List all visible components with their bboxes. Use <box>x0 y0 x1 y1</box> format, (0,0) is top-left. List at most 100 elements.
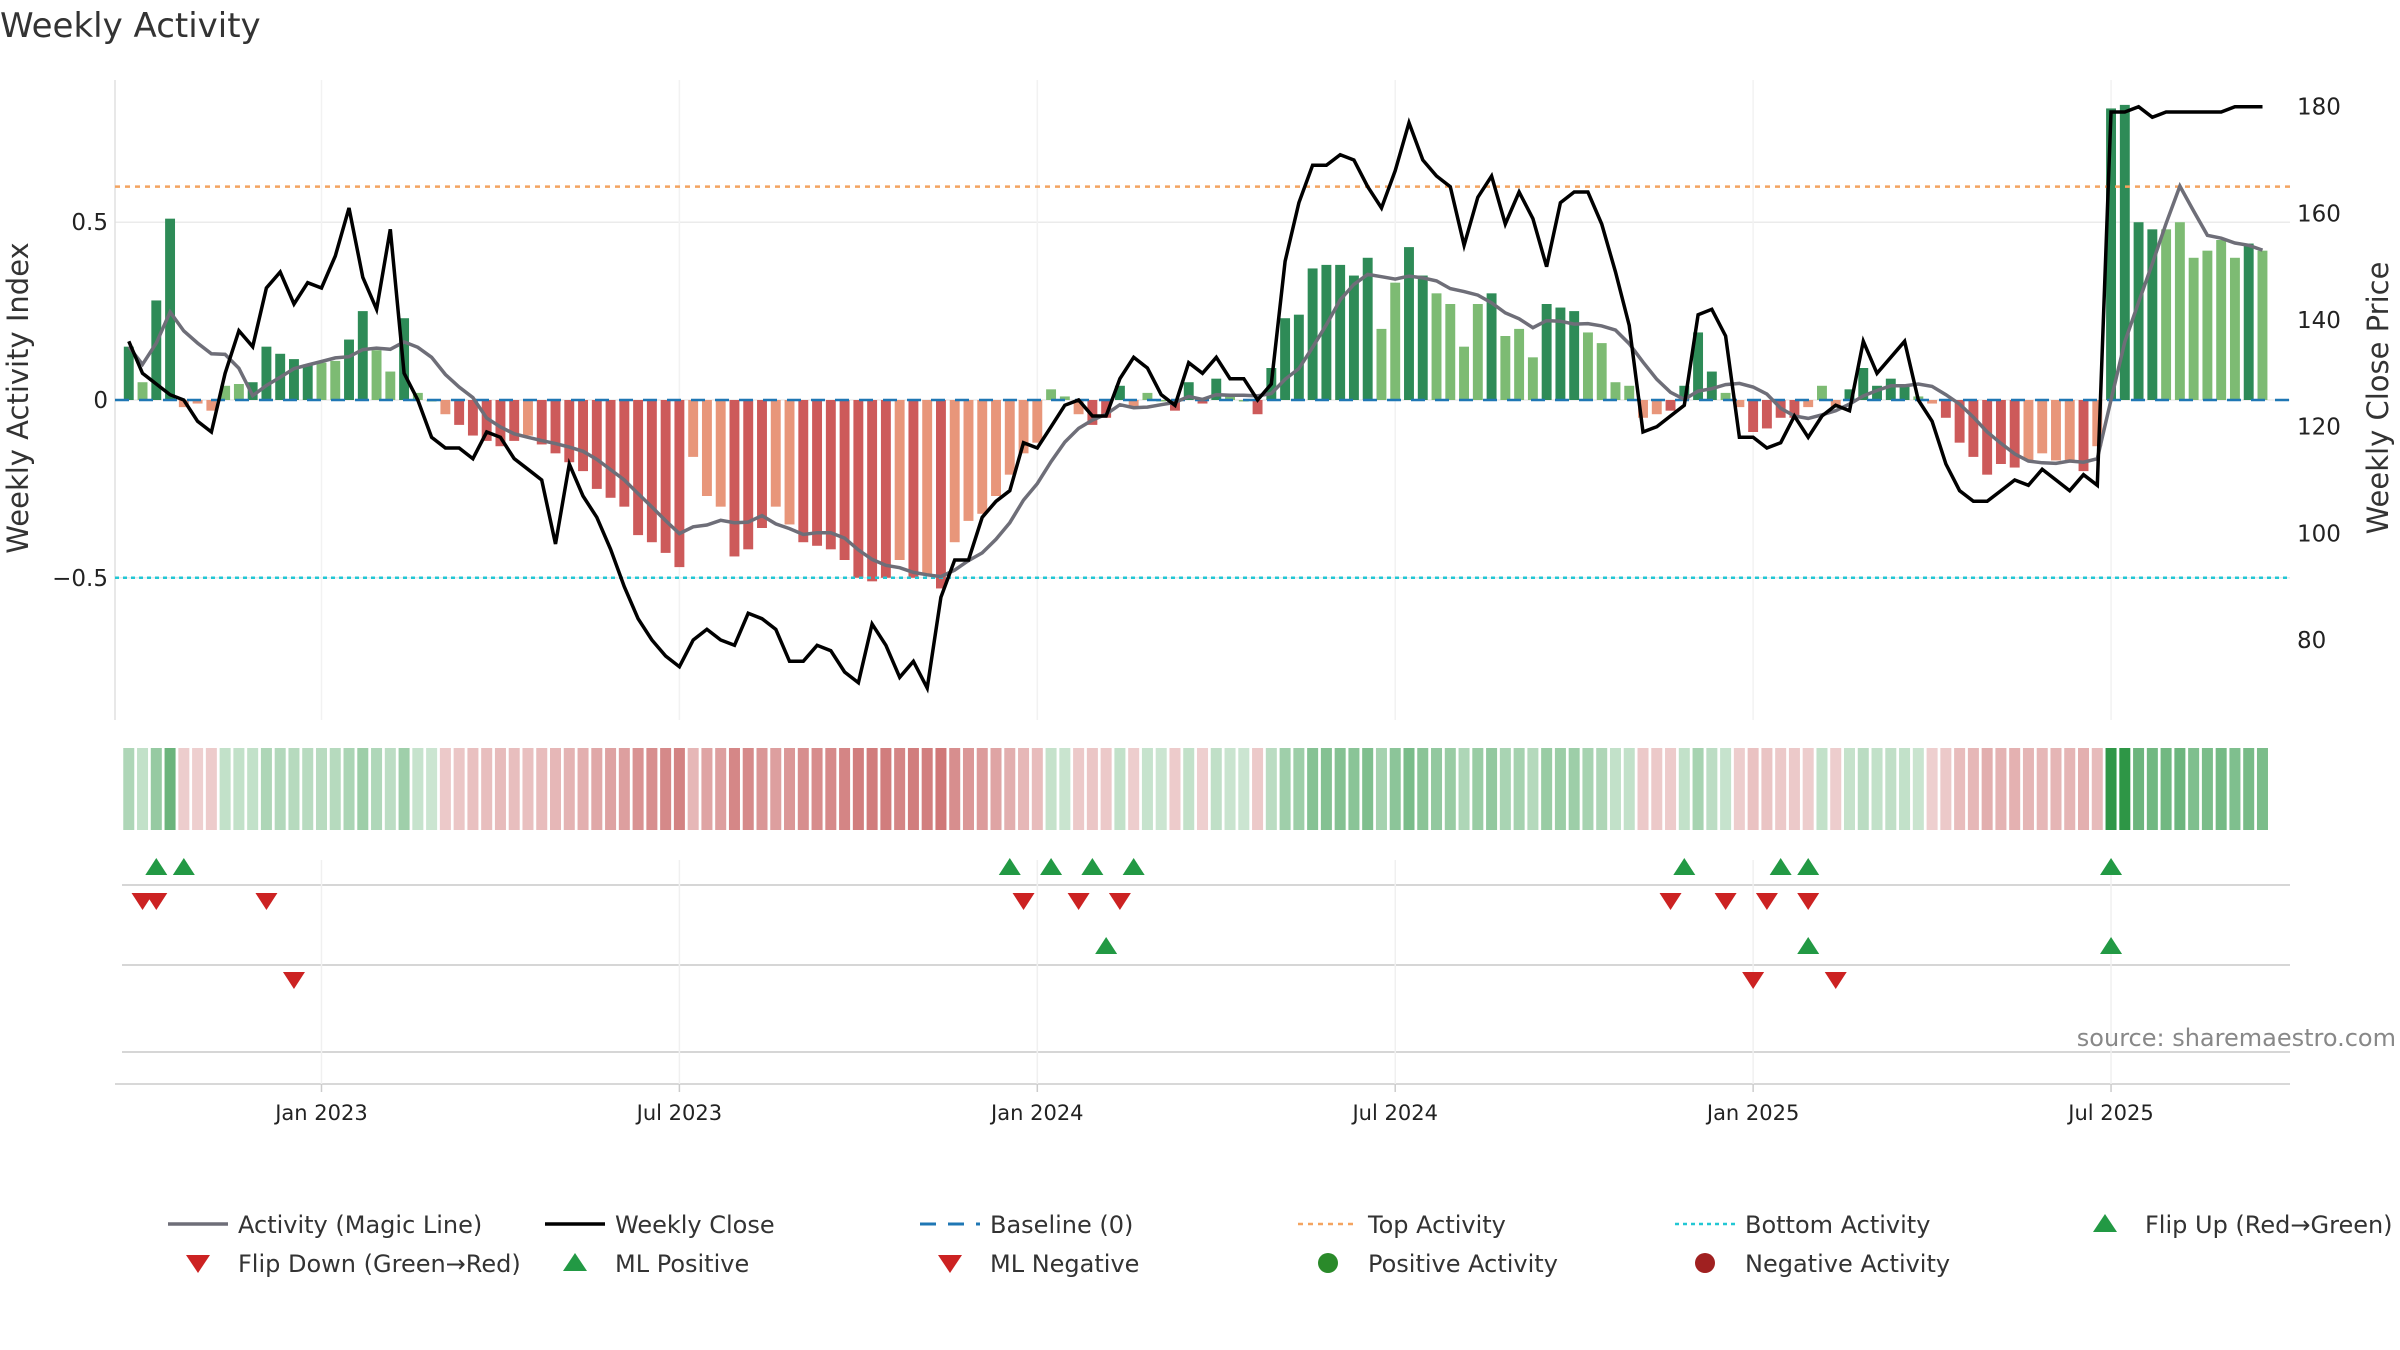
activity-bar <box>1803 400 1814 408</box>
y-left-tick-label: 0 <box>93 388 108 414</box>
activity-bar <box>1968 400 1979 457</box>
heat-strip-cell <box>1857 748 1869 830</box>
x-tick-label: Jan 2023 <box>273 1101 368 1125</box>
activity-bar <box>233 384 244 400</box>
heat-strip-cell <box>1073 748 1085 830</box>
heat-strip-cell <box>701 748 713 830</box>
heat-strip-cell <box>894 748 906 830</box>
activity-bar <box>1885 378 1896 400</box>
heat-strip-cell <box>660 748 672 830</box>
heat-strip-cell <box>976 748 988 830</box>
heat-strip-cell <box>1431 748 1443 830</box>
legend-label: Activity (Magic Line) <box>238 1211 482 1239</box>
heat-strip-cell <box>247 748 259 830</box>
activity-bar <box>151 300 162 400</box>
activity-bar <box>578 400 588 472</box>
heat-strip-cell <box>219 748 231 830</box>
heat-strip-cell <box>1885 748 1897 830</box>
activity-bar <box>977 400 988 514</box>
heat-strip-cell <box>2243 748 2255 830</box>
flip-down-marker <box>1714 893 1737 910</box>
activity-bar <box>1927 400 1938 404</box>
chart-title: Weekly Activity <box>0 6 261 46</box>
activity-bar <box>894 400 905 560</box>
heat-strip-cell <box>784 748 796 830</box>
heat-strip-cell <box>797 748 809 830</box>
activity-bar <box>1624 385 1635 400</box>
activity-bar <box>1445 304 1456 400</box>
activity-bar <box>2092 400 2103 447</box>
activity-bar <box>1156 400 1167 402</box>
activity-bar <box>1734 400 1745 408</box>
legend: Activity (Magic Line) Weekly Close Baselin… <box>168 1211 2393 1278</box>
heat-strip-cell <box>811 748 823 830</box>
legend-label: Negative Activity <box>1745 1250 1950 1278</box>
heat-strip-cell <box>1912 748 1924 830</box>
activity-bar <box>2119 104 2130 400</box>
activity-bar <box>371 350 382 400</box>
heat-strip-cell <box>398 748 410 830</box>
activity-bar <box>1844 389 1855 400</box>
heat-strip-cell <box>1623 748 1635 830</box>
activity-bar <box>867 400 878 582</box>
heat-strip-cell <box>1761 748 1773 830</box>
legend-item-close: Weekly Close <box>545 1211 775 1239</box>
heat-strip-cell <box>1265 748 1277 830</box>
heat-strip-cell <box>1334 748 1346 830</box>
heat-strip-cell <box>1238 748 1250 830</box>
activity-bar <box>1280 318 1291 400</box>
activity-bar <box>812 400 823 546</box>
legend-item-posdot: Positive Activity <box>1318 1250 1558 1278</box>
legend-swatch-triangle-down <box>186 1255 210 1273</box>
activity-bar <box>2106 108 2116 400</box>
heat-strip-cell <box>852 748 864 830</box>
activity-bar <box>1569 311 1580 400</box>
heat-strip-cell <box>1210 748 1222 830</box>
heat-strip-cell <box>439 748 451 830</box>
heat-strip-cell <box>467 748 479 830</box>
heat-strip-cell <box>1458 748 1470 830</box>
activity-bar <box>1679 385 1690 400</box>
heat-strip-cell <box>123 748 135 830</box>
legend-item-magic: Activity (Magic Line) <box>168 1211 482 1239</box>
activity-bar <box>963 400 974 521</box>
heat-strip-cell <box>1513 748 1525 830</box>
heat-strip-cell <box>1155 748 1167 830</box>
activity-bar <box>1059 396 1070 400</box>
activity-bar <box>770 400 781 507</box>
heat-strip-cell <box>178 748 190 830</box>
y-right-tick-label: 100 <box>2297 521 2341 547</box>
heat-strip-cell <box>1899 748 1911 830</box>
activity-bar <box>1348 275 1359 400</box>
heat-strip-cell <box>2188 748 2200 830</box>
heat-strip-cell <box>1637 748 1649 830</box>
heat-strip-cell <box>233 748 245 830</box>
heat-strip-cell <box>1169 748 1181 830</box>
heat-strip-cell <box>2119 748 2131 830</box>
activity-bar <box>2037 400 2048 454</box>
heat-strip-cell <box>1596 748 1608 830</box>
heat-strip-cell <box>1128 748 1140 830</box>
x-tick-label: Jul 2023 <box>635 1101 722 1125</box>
heat-strip-cell <box>907 748 919 830</box>
heat-strip-cell <box>1541 748 1553 830</box>
heat-strip-cell <box>673 748 685 830</box>
heat-strip-cell <box>2229 748 2241 830</box>
activity-bar <box>2161 229 2172 400</box>
activity-bar <box>550 400 561 454</box>
heat-strip-cell <box>646 748 658 830</box>
y-left-tick-label: 0.5 <box>71 210 108 236</box>
heat-strip-cell <box>1926 748 1938 830</box>
activity-bar <box>220 385 231 400</box>
heat-strip-cell <box>577 748 589 830</box>
legend-label: ML Negative <box>990 1250 1139 1278</box>
heat-strip-cell <box>1362 748 1374 830</box>
activity-bar <box>853 400 864 578</box>
heat-strip-cell <box>990 748 1002 830</box>
activity-bar <box>357 311 368 400</box>
heat-strip-cell <box>1031 748 1043 830</box>
flip-up-marker <box>1673 858 1696 875</box>
heat-strip-cell <box>1843 748 1855 830</box>
activity-bar <box>715 400 726 507</box>
activity-bar <box>1404 247 1414 400</box>
